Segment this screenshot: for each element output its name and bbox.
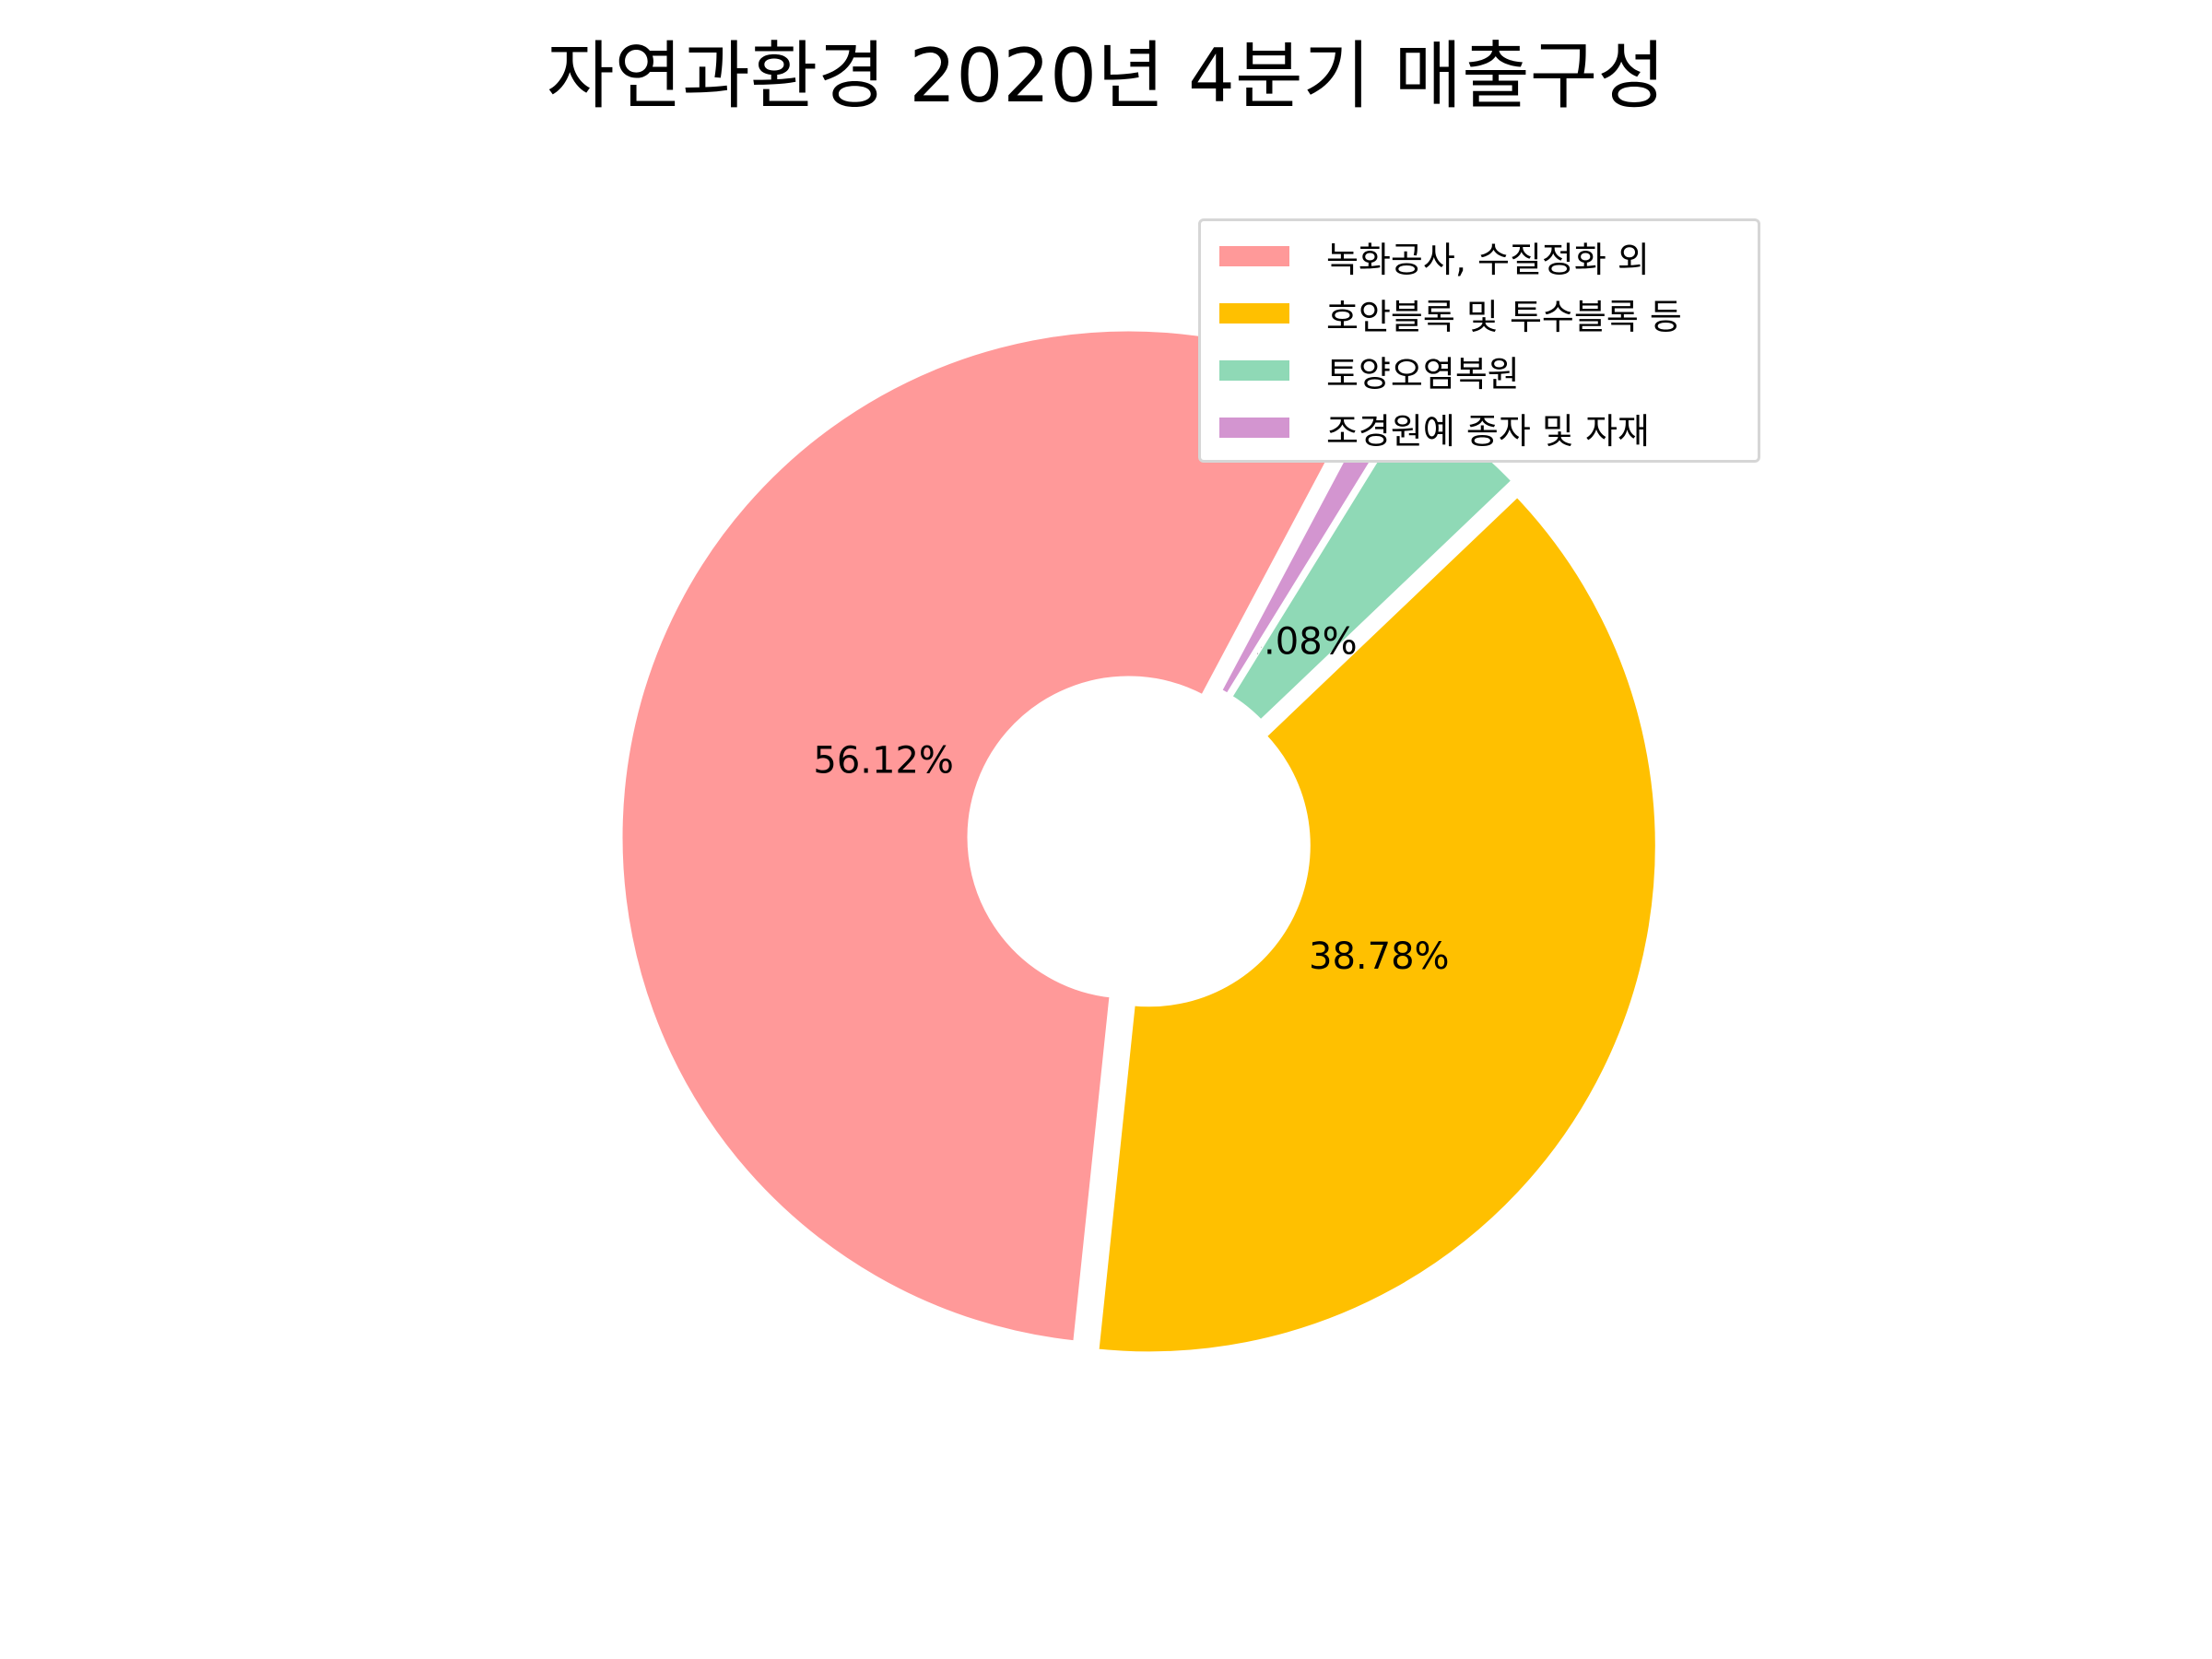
- legend-label: 녹화공사, 수질정화 외: [1326, 239, 1650, 280]
- slice-label: 38.78%: [1309, 935, 1450, 978]
- chart-title: 자연과환경 2020년 4분기 매출구성: [547, 33, 1665, 119]
- legend-swatch: [1219, 246, 1289, 266]
- slice-label: 56.12%: [813, 739, 954, 782]
- legend-swatch: [1219, 303, 1289, 324]
- legend-swatch: [1219, 418, 1289, 438]
- legend-item: 녹화공사, 수질정화 외: [1219, 229, 1650, 284]
- legend-swatch: [1219, 360, 1289, 381]
- legend-item: 조경원예 종자 및 자재: [1219, 400, 1650, 455]
- legend-label: 호안블록 및 투수블록 등: [1326, 296, 1682, 337]
- legend-label: 조경원예 종자 및 자재: [1326, 410, 1650, 452]
- legend: 녹화공사, 수질정화 외 호안블록 및 투수블록 등 토양오염복원 조경원예 종…: [1198, 218, 1760, 463]
- legend-item: 호안블록 및 투수블록 등: [1219, 286, 1682, 341]
- legend-label: 토양오염복원: [1326, 353, 1520, 394]
- pie-slice: [617, 325, 1371, 1347]
- legend-item: 토양오염복원: [1219, 343, 1520, 398]
- pie-slice: [1093, 490, 1661, 1358]
